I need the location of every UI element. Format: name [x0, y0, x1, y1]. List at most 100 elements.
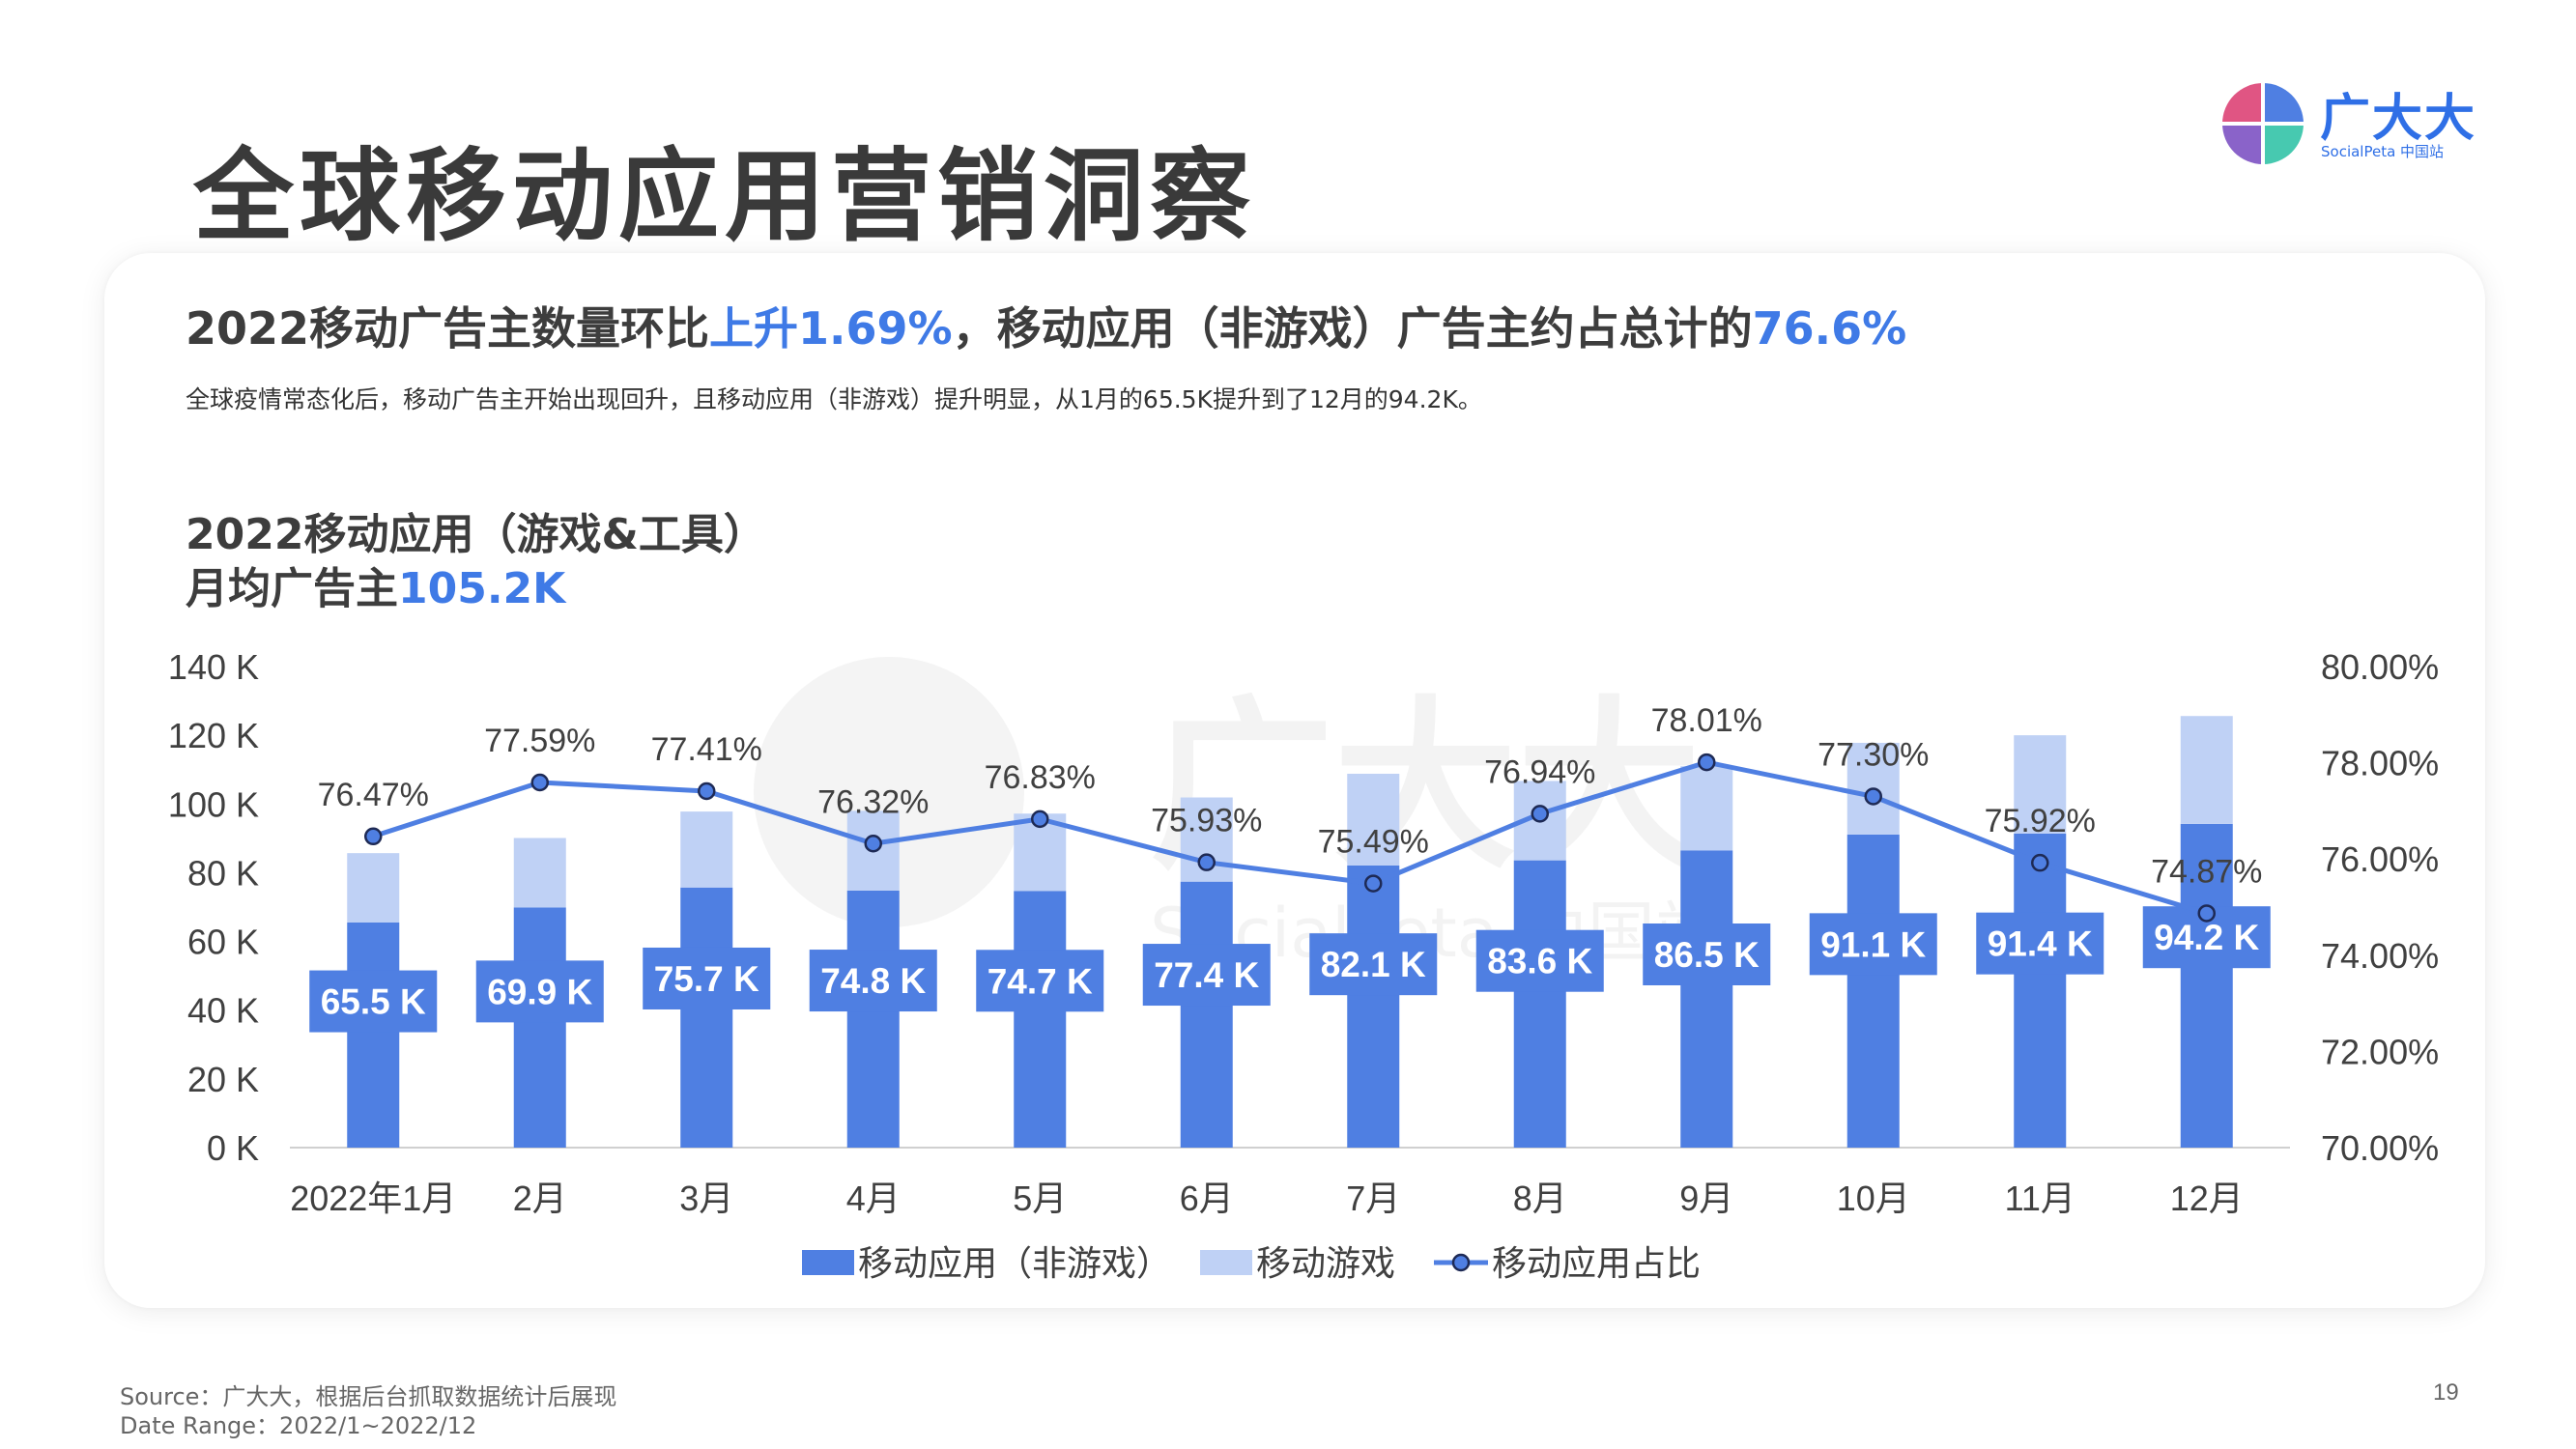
bar-app: [1180, 881, 1233, 1148]
bar-label-box: [1976, 912, 2104, 975]
bar-value-label: 94.2 K: [2154, 918, 2259, 957]
logo-name: 广大大: [2320, 90, 2477, 148]
y-right-tick-label: 76.00%: [2321, 839, 2439, 879]
bar-app: [846, 890, 900, 1148]
headline: 2022移动广告主数量环比上升1.69%，移动应用（非游戏）广告主约占总计的76…: [186, 294, 1906, 357]
share-point: [698, 781, 716, 801]
logo-subtitle: SocialPeta 中国站: [2321, 143, 2445, 160]
share-value-label: 74.87%: [2151, 853, 2262, 890]
share-point: [1864, 787, 1882, 806]
bar-app: [2180, 823, 2233, 1148]
y-left-tick-label: 80 K: [187, 853, 259, 893]
bar-app: [680, 887, 733, 1148]
bar-game: [347, 853, 400, 923]
headline-highlight-share: 76.6%: [1752, 302, 1907, 355]
y-left-tick-label: 40 K: [187, 991, 259, 1031]
footer-date-range: Date Range：2022/1~2022/12: [120, 1412, 477, 1439]
bar-label-box: [475, 960, 604, 1023]
share-point: [2197, 904, 2216, 923]
bar-app: [347, 923, 400, 1148]
bar-label-box: [1809, 913, 1937, 976]
share-value-label: 76.47%: [318, 777, 429, 813]
bar-app: [1014, 891, 1067, 1148]
bar-value-label: 74.7 K: [987, 961, 1093, 1001]
share-line: [372, 759, 2208, 916]
share-value-label: 78.01%: [1651, 702, 1762, 739]
x-tick-label: 2月: [513, 1179, 567, 1218]
share-value-label: 76.83%: [985, 759, 1096, 796]
x-tick-label: 8月: [1513, 1179, 1567, 1218]
bar-app: [1846, 834, 1900, 1148]
bar-game: [513, 838, 566, 908]
y-right-tick-label: 70.00%: [2321, 1128, 2439, 1168]
bar-label-box: [1309, 933, 1438, 996]
share-point: [1031, 810, 1049, 829]
share-value-label: 75.92%: [1985, 803, 2096, 839]
bar-label-box: [643, 947, 771, 1009]
y-right-tick-label: 72.00%: [2321, 1032, 2439, 1071]
headline-part1: 2022移动广告主数量环比: [186, 302, 710, 355]
share-value-label: 76.32%: [817, 783, 929, 820]
bar-value-label: 86.5 K: [1654, 935, 1760, 975]
chart-heading-value: 105.2K: [398, 564, 566, 613]
y-right-tick-label: 78.00%: [2321, 744, 2439, 783]
bar-value-label: 75.7 K: [654, 959, 759, 999]
chart-heading-prefix: 月均广告主: [186, 564, 398, 613]
bar-game: [1680, 766, 1733, 851]
y-left-tick-label: 140 K: [168, 647, 259, 687]
bar-game: [680, 811, 733, 888]
bar-label-box: [976, 950, 1104, 1012]
bar-label-box: [1142, 944, 1271, 1007]
share-point: [1364, 874, 1383, 893]
x-tick-label: 7月: [1346, 1179, 1400, 1218]
bar-value-label: 77.4 K: [1154, 955, 1259, 995]
brand-logo: 广大大 SocialPeta 中国站: [2218, 79, 2508, 176]
y-left-tick-label: 60 K: [187, 923, 259, 962]
bar-game: [1347, 773, 1400, 866]
x-tick-label: 12月: [2170, 1179, 2244, 1218]
chart-heading-line2: 月均广告主105.2K: [186, 562, 766, 616]
x-tick-label: 10月: [1837, 1179, 1910, 1218]
x-tick-label: 3月: [679, 1179, 733, 1218]
share-value-label: 76.94%: [1484, 753, 1595, 790]
legend-label-line: 移动应用占比: [1492, 1243, 1701, 1283]
share-value-label: 75.49%: [1318, 824, 1429, 861]
share-point: [1698, 753, 1716, 772]
bar-game: [2180, 716, 2233, 824]
footer-source: Source：广大大，根据后台抓取数据统计后展现: [120, 1383, 617, 1410]
bar-value-label: 74.8 K: [820, 961, 926, 1001]
watermark-text: 广大大: [1150, 680, 1701, 894]
x-tick-label: 2022年1月: [290, 1179, 456, 1218]
y-right-tick-label: 74.00%: [2321, 936, 2439, 976]
bar-app: [1680, 850, 1733, 1148]
y-right-tick-label: 80.00%: [2321, 647, 2439, 687]
share-point: [364, 827, 383, 846]
bar-value-label: 82.1 K: [1321, 945, 1426, 984]
legend-swatch-app: [802, 1250, 854, 1275]
bar-app: [2014, 833, 2067, 1148]
x-tick-label: 6月: [1180, 1179, 1234, 1218]
bar-value-label: 91.1 K: [1820, 924, 1926, 964]
page-number: 19: [2433, 1379, 2459, 1406]
page-title: 全球移动应用营销洞察: [193, 137, 1257, 255]
x-tick-label: 4月: [846, 1179, 901, 1218]
share-value-label: 77.41%: [651, 731, 762, 768]
bar-value-label: 65.5 K: [321, 982, 426, 1022]
bar-app: [513, 907, 566, 1148]
x-tick-label: 5月: [1013, 1179, 1067, 1218]
bar-value-label: 83.6 K: [1487, 942, 1592, 981]
headline-highlight-growth: 上升1.69%: [709, 302, 953, 355]
share-point: [1197, 853, 1216, 871]
share-point: [2031, 853, 2049, 872]
share-point: [530, 773, 549, 792]
bar-label-box: [1475, 929, 1604, 992]
y-left-tick-label: 100 K: [168, 784, 259, 824]
x-tick-label: 11月: [2005, 1179, 2075, 1218]
chart-heading: 2022移动应用（游戏&工具） 月均广告主105.2K: [186, 508, 766, 616]
bar-value-label: 91.4 K: [1988, 924, 2093, 964]
watermark-logo-icon: [754, 657, 1024, 927]
y-left-tick-label: 20 K: [187, 1060, 259, 1099]
legend-label-app: 移动应用（非游戏）: [858, 1243, 1171, 1283]
share-point: [1531, 805, 1549, 823]
bar-app: [1347, 865, 1400, 1148]
